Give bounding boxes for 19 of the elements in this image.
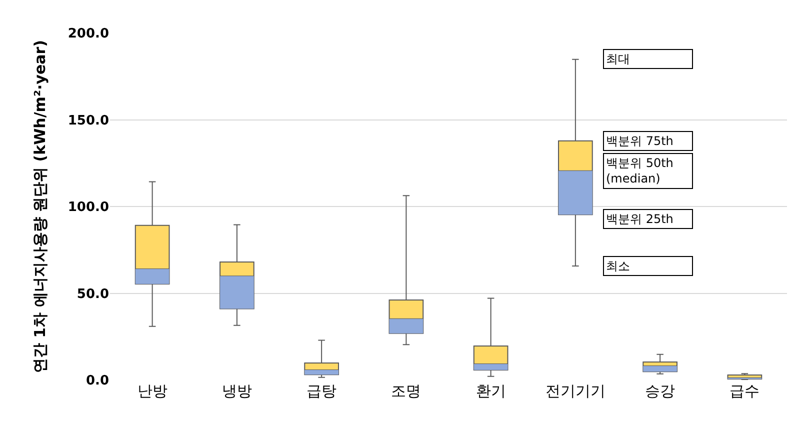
- x-tick-label: 환기: [476, 382, 506, 400]
- x-tick-label: 승강: [645, 382, 676, 400]
- y-tick-label: 0.0: [86, 374, 109, 389]
- y-tick-label: 100.0: [68, 200, 109, 216]
- x-tick-label: 전기기기: [545, 382, 606, 400]
- x-tick-label: 조명: [391, 382, 422, 400]
- x-tick-label: 급수: [730, 382, 760, 400]
- y-tick-label: 50.0: [76, 286, 109, 302]
- y-tick-label: 150.0: [68, 113, 109, 128]
- y-tick-label: 200.0: [68, 26, 109, 42]
- annotation: 백분위 25th: [606, 212, 674, 226]
- annotation: 최소: [606, 259, 630, 273]
- x-tick-label: 난방: [137, 382, 168, 400]
- annotation: 최대: [606, 52, 630, 66]
- x-tick-label: 냉방: [222, 382, 252, 400]
- annotation: 백분위 50th (median): [606, 156, 674, 186]
- y-axis-title: 연간 1차 에너지사용량 원단위 (kWh/m²·year): [31, 40, 50, 374]
- annotation: 백분위 75th: [606, 134, 674, 148]
- x-tick-label: 급탕: [306, 382, 337, 400]
